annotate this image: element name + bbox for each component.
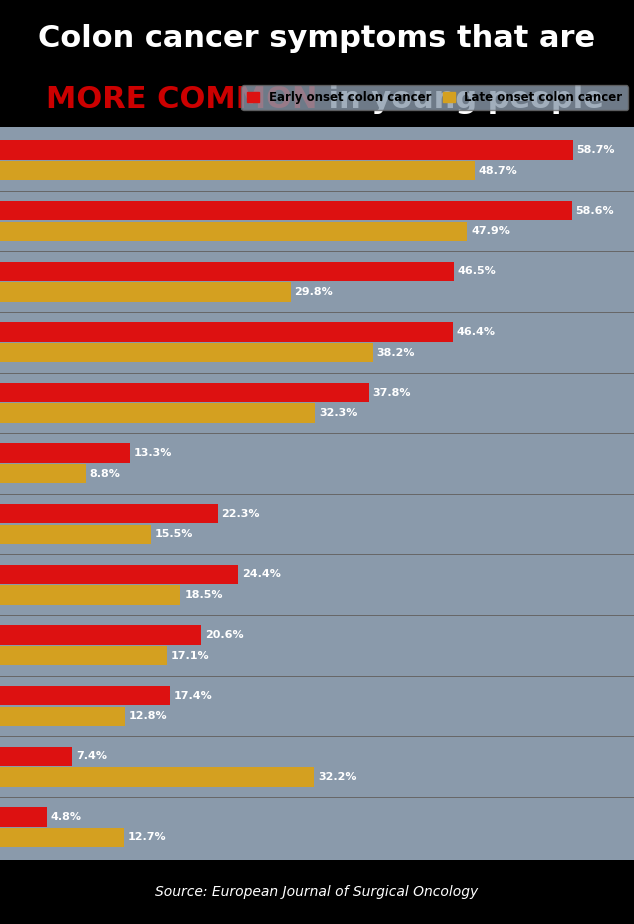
Text: 48.7%: 48.7% xyxy=(479,165,518,176)
Text: in young people: in young people xyxy=(318,85,604,114)
Bar xyxy=(0,767,314,786)
Text: 15.5%: 15.5% xyxy=(155,529,193,540)
Text: 29.8%: 29.8% xyxy=(295,287,333,297)
Bar xyxy=(0,140,573,160)
Bar xyxy=(0,201,572,221)
Bar xyxy=(0,747,72,766)
Bar xyxy=(0,222,467,241)
Text: 24.4%: 24.4% xyxy=(242,569,281,579)
Text: 32.3%: 32.3% xyxy=(319,408,358,419)
Text: 12.8%: 12.8% xyxy=(129,711,167,722)
Text: 38.2%: 38.2% xyxy=(377,347,415,358)
Text: 7.4%: 7.4% xyxy=(76,751,107,761)
Bar xyxy=(0,807,47,826)
Text: MORE COMMON: MORE COMMON xyxy=(46,85,317,114)
Bar xyxy=(0,444,130,463)
Text: 22.3%: 22.3% xyxy=(221,509,260,518)
Text: 12.7%: 12.7% xyxy=(128,833,166,843)
Bar xyxy=(0,505,217,524)
Bar xyxy=(0,646,167,665)
Bar xyxy=(0,343,373,362)
Text: 4.8%: 4.8% xyxy=(51,812,82,821)
Bar xyxy=(0,585,181,604)
Text: Colon cancer symptoms that are: Colon cancer symptoms that are xyxy=(39,24,595,53)
Bar xyxy=(0,626,201,645)
Bar xyxy=(0,261,453,281)
Text: 18.5%: 18.5% xyxy=(184,590,223,600)
Bar xyxy=(0,161,475,180)
Text: 8.8%: 8.8% xyxy=(90,468,120,479)
Bar xyxy=(0,322,453,342)
Text: 58.6%: 58.6% xyxy=(576,206,614,215)
Text: 47.9%: 47.9% xyxy=(471,226,510,237)
Text: 37.8%: 37.8% xyxy=(373,387,411,397)
Text: Source: European Journal of Surgical Oncology: Source: European Journal of Surgical Onc… xyxy=(155,885,479,899)
Text: 46.4%: 46.4% xyxy=(456,327,496,337)
Text: 13.3%: 13.3% xyxy=(134,448,172,458)
Text: 58.7%: 58.7% xyxy=(576,145,615,155)
Bar xyxy=(0,404,315,423)
Legend: Early onset colon cancer, Late onset colon cancer: Early onset colon cancer, Late onset col… xyxy=(242,85,628,110)
Text: 20.6%: 20.6% xyxy=(205,630,243,640)
Bar xyxy=(0,525,151,544)
Bar xyxy=(0,282,290,301)
Bar xyxy=(0,828,124,847)
Text: 32.2%: 32.2% xyxy=(318,772,356,782)
Bar xyxy=(0,707,125,726)
Text: 17.1%: 17.1% xyxy=(171,650,209,661)
Bar xyxy=(0,383,369,402)
Bar xyxy=(0,565,238,584)
Text: 17.4%: 17.4% xyxy=(174,690,212,700)
Bar xyxy=(0,464,86,483)
Bar xyxy=(0,686,170,705)
Text: 46.5%: 46.5% xyxy=(458,266,496,276)
